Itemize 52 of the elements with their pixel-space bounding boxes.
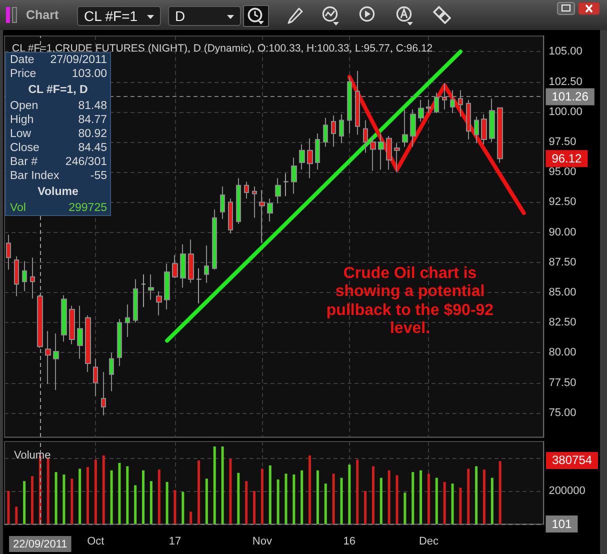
category-label: CL #F=1	[84, 8, 138, 25]
y-tick-label: 97.50	[548, 136, 576, 148]
annotation: High	[10, 113, 34, 127]
y-tick-label: 95.00	[548, 166, 576, 178]
x-tick-label: Oct	[87, 536, 104, 548]
annotation: Volume	[36, 185, 80, 200]
x-tick-label: Nov	[252, 536, 272, 548]
x-tick-label: 17	[168, 536, 182, 548]
annotation: 96.12	[552, 152, 582, 166]
annotation: 81.48	[78, 99, 107, 113]
text: 380754	[546, 452, 598, 469]
annotation: Close	[10, 141, 40, 155]
text: Chart	[26, 7, 59, 23]
x-tick-label: Dec	[418, 536, 440, 548]
x-tick-label: 22/09/2011	[13, 538, 68, 550]
y-tick-label: 200000	[548, 485, 586, 497]
ref-line-label: 101	[552, 516, 572, 531]
y-tick-label: 102.50	[548, 76, 582, 88]
annotation: 246/301	[65, 155, 107, 169]
y-tick-label: 75.00	[548, 406, 576, 419]
dropdown: D	[168, 6, 241, 26]
text: Volume	[14, 450, 51, 462]
annotation: Vol	[10, 201, 26, 215]
y-tick-label: 80.00	[548, 346, 576, 359]
ref-line-label: 101.26	[552, 90, 589, 104]
y-tick-label: 82.50	[548, 316, 576, 329]
annotation: 103.00	[72, 67, 107, 81]
y-tick-label: 77.50	[548, 376, 576, 389]
text: CL #F=1,CRUDE FUTURES (NIGHT), D (Dynamic), O:100.33, H:100.33, L:95.77, C:96.12	[12, 42, 433, 54]
annotation: Open	[10, 99, 38, 113]
annotation: 27/09/2011	[50, 53, 107, 67]
annotation: Low	[10, 127, 32, 141]
y-tick-label: 105.00	[548, 46, 582, 58]
category-label: D	[175, 8, 186, 25]
annotation: Bar Index	[10, 169, 60, 183]
y-tick-label: 90.00	[548, 226, 576, 238]
annotation: -55	[90, 169, 107, 183]
annotation: Price	[10, 67, 36, 81]
annotation: 84.45	[78, 141, 107, 155]
annotation: CL #F=1, D	[27, 83, 89, 98]
annotation: Date	[10, 53, 34, 67]
y-tick-label: 92.50	[548, 196, 576, 208]
x-tick-label: 16	[343, 536, 356, 548]
annotation: Crude Oil chart is showing a potential pullback to the $90-92 level.	[325, 265, 495, 338]
y-tick-label: 85.00	[548, 286, 576, 298]
dropdown: CL #F=1	[77, 6, 161, 26]
annotation: 84.77	[78, 113, 107, 127]
y-tick-label: 87.50	[548, 256, 576, 268]
annotation: 299725	[68, 201, 107, 215]
annotation: Bar #	[10, 155, 38, 169]
y-tick-label: 100.00	[548, 106, 582, 118]
annotation: 80.92	[78, 127, 107, 141]
